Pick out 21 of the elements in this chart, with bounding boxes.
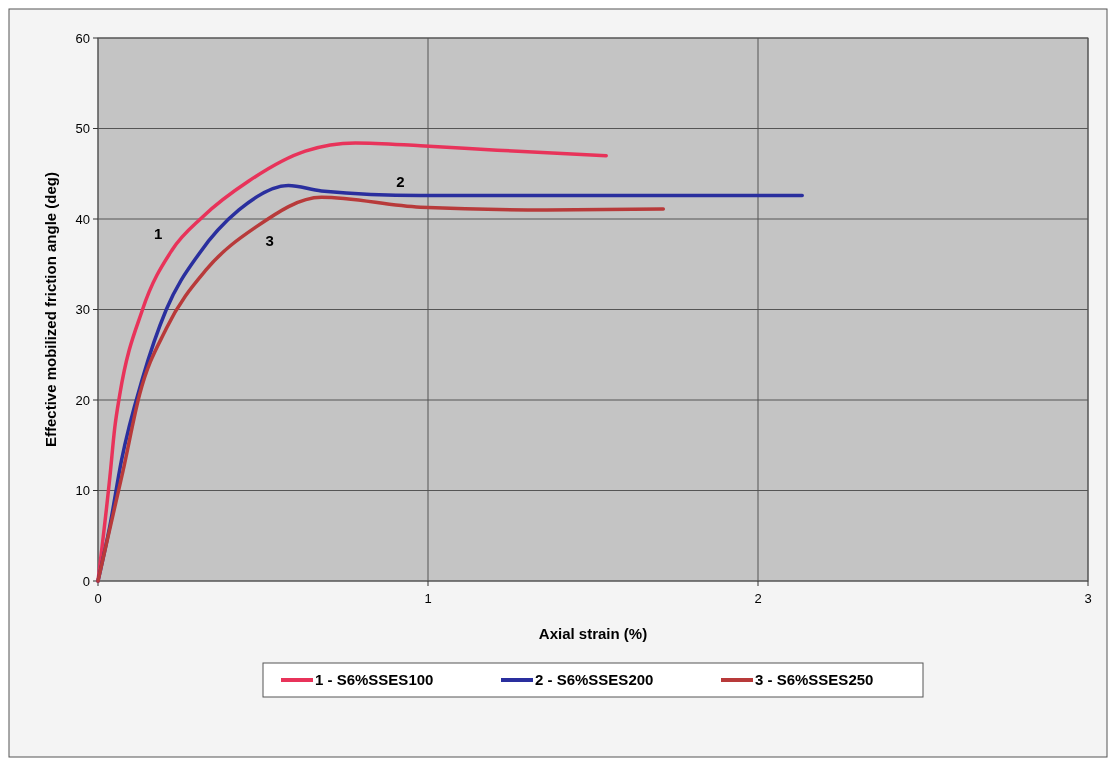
x-tick-label: 0: [94, 591, 102, 606]
y-tick-label: 60: [75, 30, 90, 46]
y-tick-label: 20: [75, 392, 90, 408]
y-tick-label: 0: [82, 573, 90, 589]
annotation: 3: [265, 232, 274, 250]
y-axis-title: Effective mobilized friction angle (deg): [42, 171, 59, 448]
y-tick-label: 10: [75, 483, 90, 499]
line-series: [96, 141, 608, 583]
line-series: [96, 195, 666, 583]
y-tick-label: 50: [75, 121, 90, 137]
x-tick-label: 1: [424, 591, 432, 606]
annotation: 2: [396, 172, 405, 190]
legend-label: 1 - S6%SSES100: [315, 671, 434, 689]
x-tick-label: 2: [754, 591, 762, 606]
y-tick-label: 40: [75, 211, 90, 227]
y-tick-label: 30: [75, 302, 90, 318]
x-axis-title: Axial strain (%): [538, 625, 648, 642]
annotation: 1: [154, 225, 163, 243]
legend-label: 3 - S6%SSES250: [755, 671, 874, 689]
x-tick-label: 3: [1084, 591, 1092, 606]
legend-label: 2 - S6%SSES200: [535, 671, 654, 689]
